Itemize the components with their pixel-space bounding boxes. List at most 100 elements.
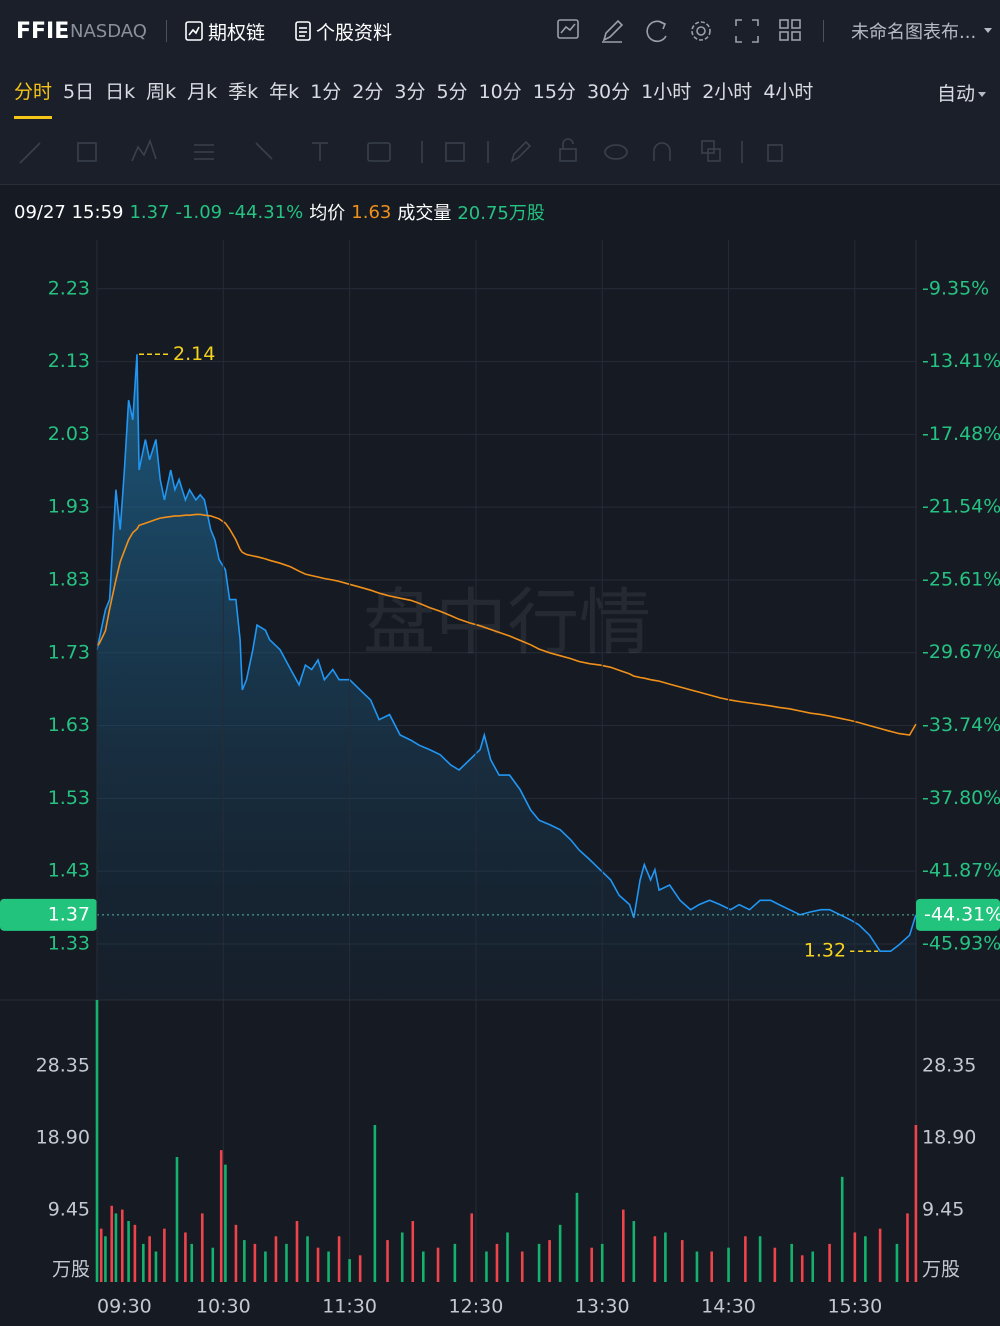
avg-price: 1.63 [351, 201, 392, 223]
quote-price: 1.37 [129, 201, 170, 223]
volume-bar [184, 1232, 187, 1282]
options-chain-label: 期权链 [208, 21, 266, 44]
volume-bar [470, 1213, 474, 1282]
symbol: FFIE [16, 18, 70, 44]
volume-bar [274, 1236, 278, 1282]
volume-bar [421, 1251, 425, 1282]
period-tab[interactable]: 5日 [63, 81, 95, 103]
period-tab[interactable]: 年k [269, 81, 300, 103]
volume-bar [878, 1228, 882, 1282]
volume-bar [327, 1251, 330, 1282]
volume-bar [758, 1236, 762, 1282]
caret [978, 91, 987, 97]
separator [823, 20, 824, 42]
volume-bar [590, 1247, 594, 1282]
volume-bar [537, 1243, 541, 1282]
period-tab[interactable]: 4小时 [763, 81, 814, 103]
period-tab[interactable]: 月k [187, 81, 218, 103]
y2-tick-label: -9.35% [922, 277, 989, 299]
period-tab[interactable]: 2小时 [702, 81, 753, 103]
volume-bar [828, 1243, 831, 1282]
exchange: NASDAQ [70, 20, 147, 42]
options-chain-button[interactable]: 期权链 [184, 18, 265, 45]
y2-tick-label: 万股 [922, 1259, 960, 1281]
period-tab[interactable]: 10分 [478, 81, 522, 103]
period-tab[interactable]: 30分 [586, 81, 631, 103]
profile-label: 个股资料 [316, 21, 393, 44]
y-tick-label: 1.33 [48, 932, 90, 954]
volume-bar [264, 1251, 267, 1282]
period-tab[interactable]: 1分 [310, 81, 342, 103]
y2-tick-label: 18.90 [922, 1126, 976, 1148]
y2-tick-label: -41.87% [922, 860, 1000, 882]
volume-bar [914, 1124, 918, 1282]
period-tab[interactable]: 周k [146, 81, 177, 103]
volume-bar [306, 1236, 309, 1282]
volume-bar [386, 1240, 389, 1282]
volume-bar [133, 1224, 137, 1282]
scale-mode[interactable]: 自动 [937, 79, 989, 106]
y-tick-label: 1.43 [48, 860, 90, 882]
scale-mode-label: 自动 [937, 82, 976, 105]
volume-bar [495, 1243, 499, 1282]
x-tick-label: 14:30 [701, 1296, 756, 1318]
period-tab[interactable]: 15分 [532, 81, 576, 103]
volume-bar [864, 1236, 867, 1282]
period-tab[interactable]: 日k [105, 81, 136, 103]
period-tab[interactable]: 5分 [436, 81, 468, 103]
y2-tick-label: 9.45 [922, 1198, 964, 1220]
y2-tick-label: -29.67% [922, 641, 1000, 663]
profile-button[interactable]: 个股资料 [294, 18, 392, 45]
volume-bar [104, 1236, 107, 1282]
period-tab[interactable]: 1小时 [641, 81, 692, 103]
period-tab[interactable]: 季k [228, 81, 259, 103]
period-tab[interactable]: 分时 [14, 62, 53, 122]
x-tick-label: 12:30 [449, 1296, 504, 1318]
volume-bar [600, 1243, 604, 1282]
avg-label: 均价 [309, 203, 346, 224]
volume-bar [316, 1247, 320, 1282]
volume-bar [811, 1251, 815, 1282]
period-tab[interactable]: 2分 [352, 81, 384, 103]
quote-datetime: 09/27 15:59 [14, 201, 124, 223]
volume-bar [148, 1236, 151, 1282]
current-pct-label: -44.31% [924, 903, 1000, 925]
y-tick-label: 9.45 [48, 1198, 90, 1220]
volume-bar [727, 1247, 730, 1282]
volume-bar [632, 1221, 636, 1282]
layout-name: 未命名图表布... [851, 22, 977, 43]
current-price-box [0, 898, 97, 931]
current-price-label: 1.37 [48, 903, 90, 925]
volume-bar [163, 1228, 166, 1282]
volume-bar [154, 1251, 158, 1282]
layout-dropdown[interactable]: 未命名图表布... [851, 18, 996, 44]
y2-tick-label: -17.48% [922, 423, 1000, 445]
x-tick-label: 10:30 [196, 1296, 251, 1318]
volume-bar [211, 1247, 215, 1282]
volume-value: 20.75万股 [457, 203, 545, 224]
volume-bar [253, 1243, 257, 1282]
period-list: 分时 5日 日k 周k 月k 季k 年k 1分 2分 3分 5分 10分 15分 30分 1小时 2小时 4小时 [14, 62, 813, 122]
caret [984, 28, 993, 33]
volume-bar [790, 1243, 793, 1282]
volume-bar [653, 1236, 657, 1282]
x-tick-label: 15:30 [827, 1296, 882, 1318]
volume-bar [175, 1157, 179, 1282]
volume-bar [621, 1209, 625, 1282]
y2-tick-label: -13.41% [922, 350, 1000, 372]
volume-bar [99, 1228, 103, 1282]
volume-bar [453, 1243, 457, 1282]
volume-bar [120, 1209, 124, 1282]
y-tick-label: 2.23 [48, 277, 90, 299]
y2-tick-label: -33.74% [922, 714, 1000, 736]
period-tab[interactable]: 3分 [394, 81, 426, 103]
y-tick-label: 18.90 [36, 1126, 90, 1148]
y-tick-label: 1.73 [48, 641, 90, 663]
volume-bar [373, 1124, 377, 1282]
y2-tick-label: -25.61% [922, 568, 1000, 590]
volume-bar [219, 1150, 223, 1282]
quote-change-pct: -44.31% [228, 201, 304, 223]
quote-change: -1.09 [175, 201, 223, 223]
toolbar-icons[interactable] [556, 16, 806, 46]
